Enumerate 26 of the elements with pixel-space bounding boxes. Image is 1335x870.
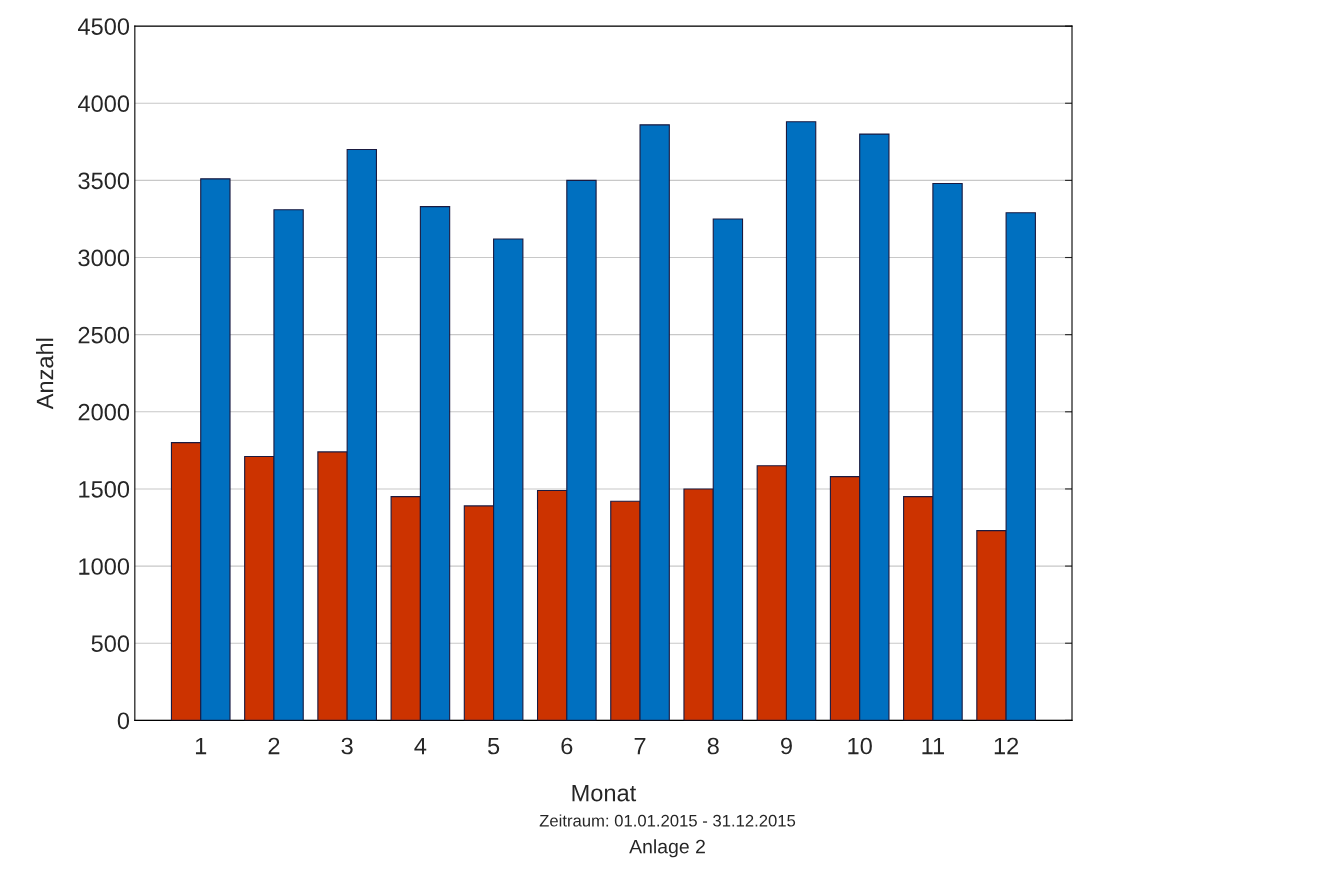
y-tick-label: 4500 [78, 18, 130, 35]
x-tick-label: 11 [922, 737, 944, 755]
x-tick-label: 7 [634, 737, 646, 755]
x-tick-label: 4 [414, 737, 427, 755]
y-tick-label: 3000 [78, 249, 130, 267]
y-tick-label: 2500 [78, 326, 130, 344]
y-tick-label: 2000 [78, 403, 130, 421]
x-tick-label: 9 [781, 737, 792, 755]
text: Anlage 2 [629, 839, 705, 858]
text: Zeitraum: 01.01.2015 - 31.12.2015 [539, 814, 796, 827]
y-tick-label: 0 [117, 712, 130, 730]
y-tick-label: 500 [91, 635, 130, 653]
x-tick-label: 5 [487, 737, 500, 755]
x-tick-label: 6 [561, 737, 573, 755]
y-axis-title: Anzahl [36, 338, 54, 410]
x-tick-label: 2 [268, 737, 280, 755]
y-tick-label: 1000 [79, 558, 130, 575]
y-tick-label: 1500 [79, 481, 130, 498]
x-tick-label: 12 [994, 737, 1019, 755]
x-tick-label: 1 [195, 737, 207, 755]
x-tick-label: 8 [707, 737, 719, 755]
x-tick-label: 3 [341, 737, 353, 755]
x-axis-title: Monat [572, 784, 637, 802]
y-tick-label: 4000 [78, 95, 130, 113]
x-tick-label: 10 [848, 737, 872, 755]
y-tick-label: 3500 [78, 172, 130, 190]
